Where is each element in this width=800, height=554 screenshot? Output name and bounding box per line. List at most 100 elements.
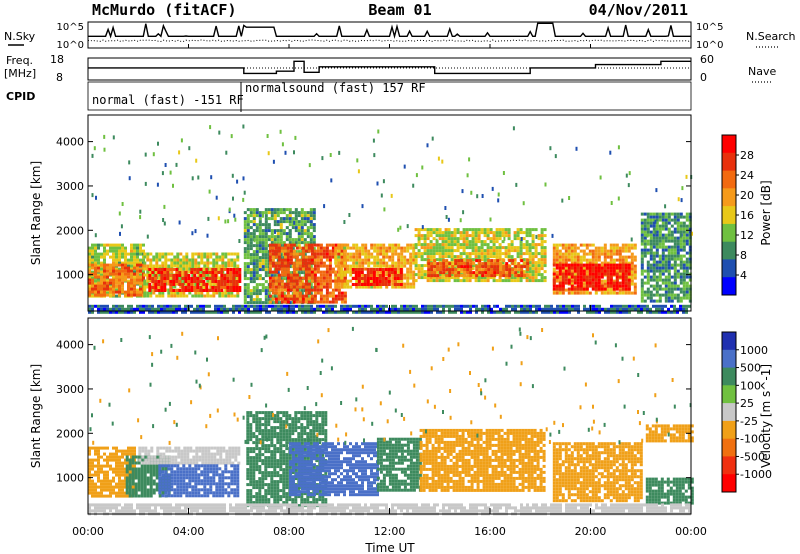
data-cell	[220, 307, 223, 311]
data-cell	[468, 234, 472, 238]
data-cell	[325, 279, 329, 283]
data-cell	[277, 279, 281, 283]
data-cell	[160, 304, 163, 308]
data-cell	[258, 301, 262, 305]
data-cell	[582, 278, 586, 282]
data-cell	[351, 268, 355, 271]
data-cell	[121, 281, 124, 285]
data-cell	[261, 247, 265, 251]
data-cell	[91, 263, 94, 267]
data-cell	[426, 234, 430, 238]
data-cell	[412, 252, 416, 256]
data-cell	[243, 226, 247, 230]
data-cell	[88, 263, 91, 267]
data-cell	[688, 304, 691, 308]
data-cell	[246, 238, 250, 242]
data-cell	[146, 273, 150, 277]
data-cell	[194, 282, 198, 286]
data-cell	[268, 267, 272, 271]
data-cell	[361, 264, 365, 268]
data-cell	[364, 249, 368, 253]
data-cell	[495, 228, 499, 232]
data-cell	[286, 291, 290, 295]
data-cell	[492, 249, 496, 253]
data-cell	[448, 310, 451, 314]
data-cell	[267, 226, 271, 230]
data-cell	[301, 246, 305, 250]
data-cell	[282, 217, 286, 221]
data-cell	[173, 264, 177, 268]
freq-tick-low: 8	[56, 71, 63, 84]
data-cell	[670, 251, 674, 255]
data-cell	[103, 272, 106, 276]
data-cell	[565, 310, 568, 314]
data-cell	[190, 280, 194, 283]
data-cell	[609, 150, 612, 155]
data-cell	[328, 282, 332, 286]
data-cell	[618, 288, 622, 292]
data-cell	[575, 146, 578, 151]
data-cell	[255, 244, 259, 248]
data-cell	[218, 267, 222, 271]
data-cell	[154, 307, 157, 311]
data-cell	[292, 282, 296, 286]
data-cell	[271, 261, 275, 265]
data-cell	[558, 269, 562, 273]
data-cell	[161, 255, 165, 259]
data-cell	[340, 294, 344, 298]
data-cell	[118, 269, 121, 273]
data-cell	[406, 273, 410, 277]
data-cell	[264, 235, 268, 239]
data-cell	[606, 252, 610, 256]
data-cell	[196, 304, 199, 308]
data-cell	[514, 310, 517, 314]
data-cell	[597, 269, 601, 273]
data-cell	[454, 307, 457, 311]
data-cell	[445, 215, 448, 219]
data-cell	[142, 270, 145, 274]
data-cell	[193, 271, 197, 274]
data-cell	[561, 263, 565, 267]
data-cell	[261, 223, 265, 227]
data-cell	[409, 246, 413, 250]
data-cell	[469, 259, 473, 263]
data-cell	[655, 299, 659, 303]
data-cell	[100, 252, 103, 256]
data-cell	[152, 288, 156, 292]
data-cell	[430, 274, 434, 278]
data-cell	[670, 287, 674, 291]
data-cell	[423, 264, 427, 268]
data-cell	[369, 268, 373, 271]
data-cell	[685, 236, 689, 240]
data-cell	[264, 295, 268, 299]
data-cell	[676, 251, 680, 255]
data-cell	[337, 297, 341, 301]
data-cell	[498, 234, 502, 238]
data-cell	[475, 271, 479, 275]
data-cell	[567, 258, 571, 262]
data-cell	[246, 292, 250, 296]
data-cell	[361, 310, 364, 314]
data-cell	[271, 270, 275, 274]
data-cell	[403, 249, 407, 253]
data-cell	[283, 304, 286, 308]
data-cell	[143, 252, 147, 256]
data-cell	[609, 246, 613, 250]
data-cell	[211, 271, 215, 274]
data-cell	[414, 255, 418, 259]
data-cell	[649, 257, 653, 261]
data-cell	[373, 264, 377, 268]
data-cell	[588, 258, 592, 262]
data-cell	[588, 266, 592, 270]
data-cell	[615, 272, 619, 276]
data-cell	[264, 232, 268, 236]
data-cell	[143, 294, 147, 298]
data-cell	[139, 273, 142, 277]
data-cell	[412, 255, 416, 259]
data-cell	[438, 258, 442, 262]
data-cell	[289, 279, 293, 283]
data-cell	[307, 297, 311, 301]
data-cell	[94, 279, 97, 283]
data-cell	[149, 252, 153, 256]
data-cell	[526, 268, 530, 272]
